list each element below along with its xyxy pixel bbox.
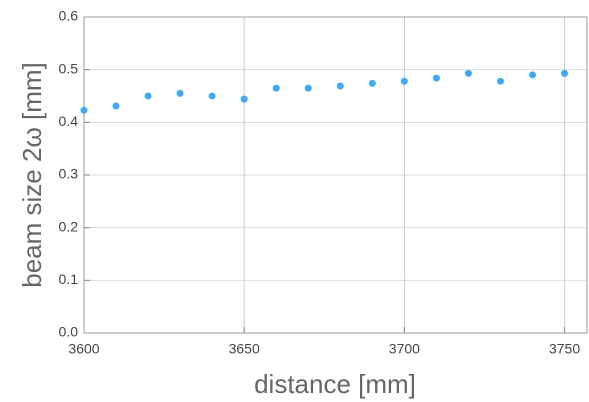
- y-tick-label: 0.4: [59, 113, 79, 129]
- point: [272, 84, 280, 92]
- point: [368, 79, 376, 87]
- plot-frame: [83, 16, 588, 334]
- y-tick-label: 0.5: [59, 60, 79, 76]
- y-tick-label: 0.3: [59, 166, 79, 182]
- point: [176, 89, 184, 97]
- x-axis-label: distance [mm]: [254, 369, 416, 399]
- y-axis-label: beam size 2ω [mm]: [17, 62, 47, 287]
- point: [464, 69, 472, 77]
- y-tick-label: 0.1: [59, 271, 79, 287]
- point: [304, 84, 312, 92]
- point: [529, 71, 537, 79]
- y-tick-label: 0.0: [59, 324, 79, 340]
- point: [561, 69, 569, 77]
- point: [240, 95, 248, 103]
- point: [208, 92, 216, 100]
- point: [80, 106, 88, 114]
- y-tick-label: 0.6: [59, 8, 79, 24]
- point: [112, 102, 120, 110]
- point: [144, 92, 152, 100]
- point: [432, 74, 440, 82]
- x-tick-label: 3600: [68, 341, 99, 357]
- x-tick-label: 3650: [229, 341, 260, 357]
- x-tick-label: 3700: [389, 341, 420, 357]
- point: [400, 77, 408, 85]
- point: [336, 82, 344, 90]
- x-tick-label: 3750: [549, 341, 580, 357]
- y-tick-label: 0.2: [59, 218, 79, 234]
- point: [496, 77, 504, 85]
